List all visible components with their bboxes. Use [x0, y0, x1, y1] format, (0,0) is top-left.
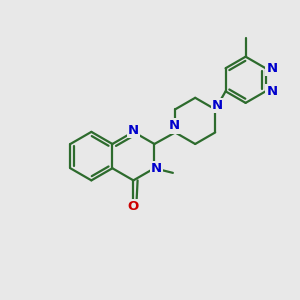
Text: N: N: [128, 124, 139, 136]
Text: O: O: [128, 200, 139, 213]
Text: N: N: [151, 162, 162, 175]
Text: N: N: [212, 99, 223, 112]
Text: N: N: [266, 62, 278, 75]
Text: N: N: [266, 85, 278, 98]
Text: N: N: [169, 119, 180, 133]
